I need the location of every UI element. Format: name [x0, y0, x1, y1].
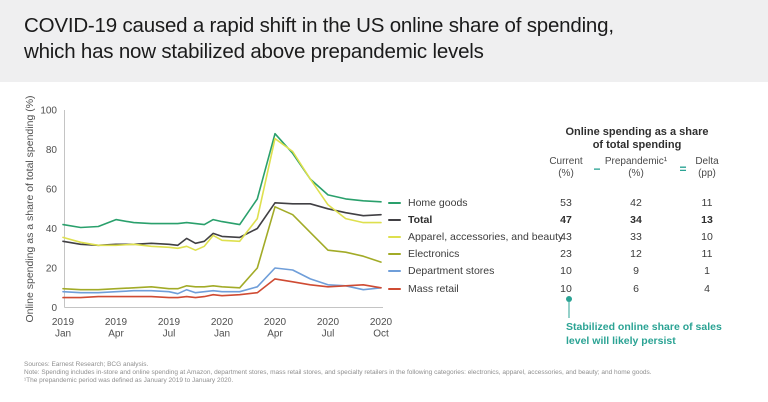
y-tick-label: 0	[51, 303, 57, 314]
legend-label-apparel-accessories-and-beauty: Apparel, accessories, and beauty	[408, 230, 564, 243]
legend-item-electronics: Electronics	[388, 246, 563, 263]
table-value-prepandemic-home-goods: 42	[630, 196, 642, 209]
table-title-line2: of total spending	[592, 139, 682, 151]
header-band: COVID-19 caused a rapid shift in the US …	[0, 0, 768, 82]
legend-label-electronics: Electronics	[408, 248, 460, 261]
table-value-prepandemic-department-stores: 9	[633, 265, 639, 278]
minus-operator: −	[593, 162, 601, 176]
legend-swatch-apparel-accessories-and-beauty	[388, 235, 401, 238]
table-value-current-home-goods: 53	[560, 196, 572, 209]
table-value-prepandemic-total: 34	[630, 213, 642, 226]
table-value-current-total: 47	[560, 213, 572, 226]
y-tick-label: 60	[46, 185, 58, 196]
column-header-prepandemic-label: Prepandemic¹	[604, 156, 668, 167]
legend-item-mass-retail: Mass retail	[388, 280, 563, 297]
legend-label-department-stores: Department stores	[408, 265, 495, 278]
x-tick-label: 2020 Apr	[264, 317, 287, 340]
footer-footnote: ¹The prepandemic period was defined as J…	[24, 377, 234, 384]
table-title: Online spending as a share of total spen…	[537, 126, 737, 152]
legend-item-department-stores: Department stores	[388, 263, 563, 280]
table-value-delta-electronics: 11	[701, 248, 713, 261]
table-value-current-mass-retail: 10	[560, 282, 572, 295]
table-value-delta-department-stores: 1	[704, 265, 710, 278]
column-header-delta: Delta (pp)	[685, 156, 729, 179]
page-title: COVID-19 caused a rapid shift in the US …	[24, 13, 614, 65]
legend-item-apparel-accessories-and-beauty: Apparel, accessories, and beauty	[388, 228, 563, 245]
table-value-prepandemic-mass-retail: 6	[633, 282, 639, 295]
column-header-current-label: Current	[549, 156, 583, 167]
legend-item-total: Total	[388, 211, 563, 228]
table-column-delta: 11 13 10 11 1 4	[685, 194, 729, 297]
table-value-delta-home-goods: 11	[701, 196, 713, 209]
table-value-prepandemic-electronics: 12	[630, 248, 642, 261]
table-value-current-apparel-accessories-and-beauty: 43	[560, 230, 572, 243]
legend-swatch-mass-retail	[388, 287, 401, 290]
equals-operator: =	[679, 162, 687, 176]
callout-line1: Stabilized online share of sales	[566, 321, 722, 333]
legend-swatch-home-goods	[388, 201, 401, 204]
table-title-line1: Online spending as a share	[565, 126, 709, 138]
legend-item-home-goods: Home goods	[388, 194, 563, 211]
chart-legend: Home goods Total Apparel, accessories, and…	[388, 194, 563, 297]
table-column-current: 53 47 43 23 10 10	[544, 194, 588, 297]
series-line-mass-retail	[62, 278, 382, 299]
column-header-current-unit: (%)	[558, 167, 574, 179]
table-value-current-department-stores: 10	[560, 265, 572, 278]
footer-note: Note: Spending includes in-store and onl…	[24, 369, 652, 376]
series-line-apparel-accessories-and-beauty	[62, 137, 382, 251]
table-value-delta-apparel-accessories-and-beauty: 10	[701, 230, 713, 243]
table-value-delta-total: 13	[701, 213, 713, 226]
line-chart: Online spending as a share of total spen…	[24, 95, 393, 340]
callout-line2: level will likely persist	[566, 334, 676, 347]
legend-label-total: Total	[408, 213, 433, 226]
footer-sources: Sources: Earnest Research; BCG analysis.	[24, 361, 149, 368]
table-value-current-electronics: 23	[560, 248, 572, 261]
legend-swatch-total	[388, 218, 401, 221]
x-tick-label: 2019 Jul	[158, 317, 181, 340]
column-header-current: Current (%)	[544, 156, 588, 179]
y-tick-label: 20	[46, 264, 58, 275]
x-tick-label: 2020 Jul	[317, 317, 340, 340]
page-title-line2: which has now stabilized above prepandem…	[24, 40, 484, 63]
legend-swatch-department-stores	[388, 270, 401, 273]
footer-notes: Sources: Earnest Research; BCG analysis.…	[24, 361, 754, 385]
x-tick-label: 2019 Jan	[52, 317, 75, 340]
column-header-delta-unit: (pp)	[698, 167, 716, 179]
callout-text: Stabilized online share of sales level w…	[566, 321, 741, 348]
y-tick-label: 40	[46, 224, 58, 235]
column-header-prepandemic-unit: (%)	[628, 167, 644, 179]
column-header-prepandemic: Prepandemic¹ (%)	[603, 156, 669, 179]
y-axis-title: Online spending as a share of total spen…	[24, 95, 36, 322]
page-title-line1: COVID-19 caused a rapid shift in the US …	[24, 14, 614, 37]
legend-swatch-electronics	[388, 253, 401, 256]
x-tick-label: 2020 Oct	[370, 317, 393, 340]
column-header-delta-label: Delta	[695, 156, 719, 167]
series-line-department-stores	[62, 267, 382, 295]
y-tick-label: 80	[46, 145, 58, 156]
series-line-electronics	[62, 206, 382, 291]
callout-pin-icon	[566, 296, 572, 318]
table-column-prepandemic: 42 34 33 12 9 6	[603, 194, 669, 297]
legend-label-mass-retail: Mass retail	[408, 282, 459, 295]
x-tick-label: 2020 Jan	[211, 317, 234, 340]
table-value-prepandemic-apparel-accessories-and-beauty: 33	[630, 230, 642, 243]
y-tick-label: 100	[40, 106, 57, 117]
legend-label-home-goods: Home goods	[408, 196, 468, 209]
table-value-delta-mass-retail: 4	[704, 282, 710, 295]
x-tick-label: 2019 Apr	[105, 317, 128, 340]
series-line-home-goods	[62, 132, 382, 229]
